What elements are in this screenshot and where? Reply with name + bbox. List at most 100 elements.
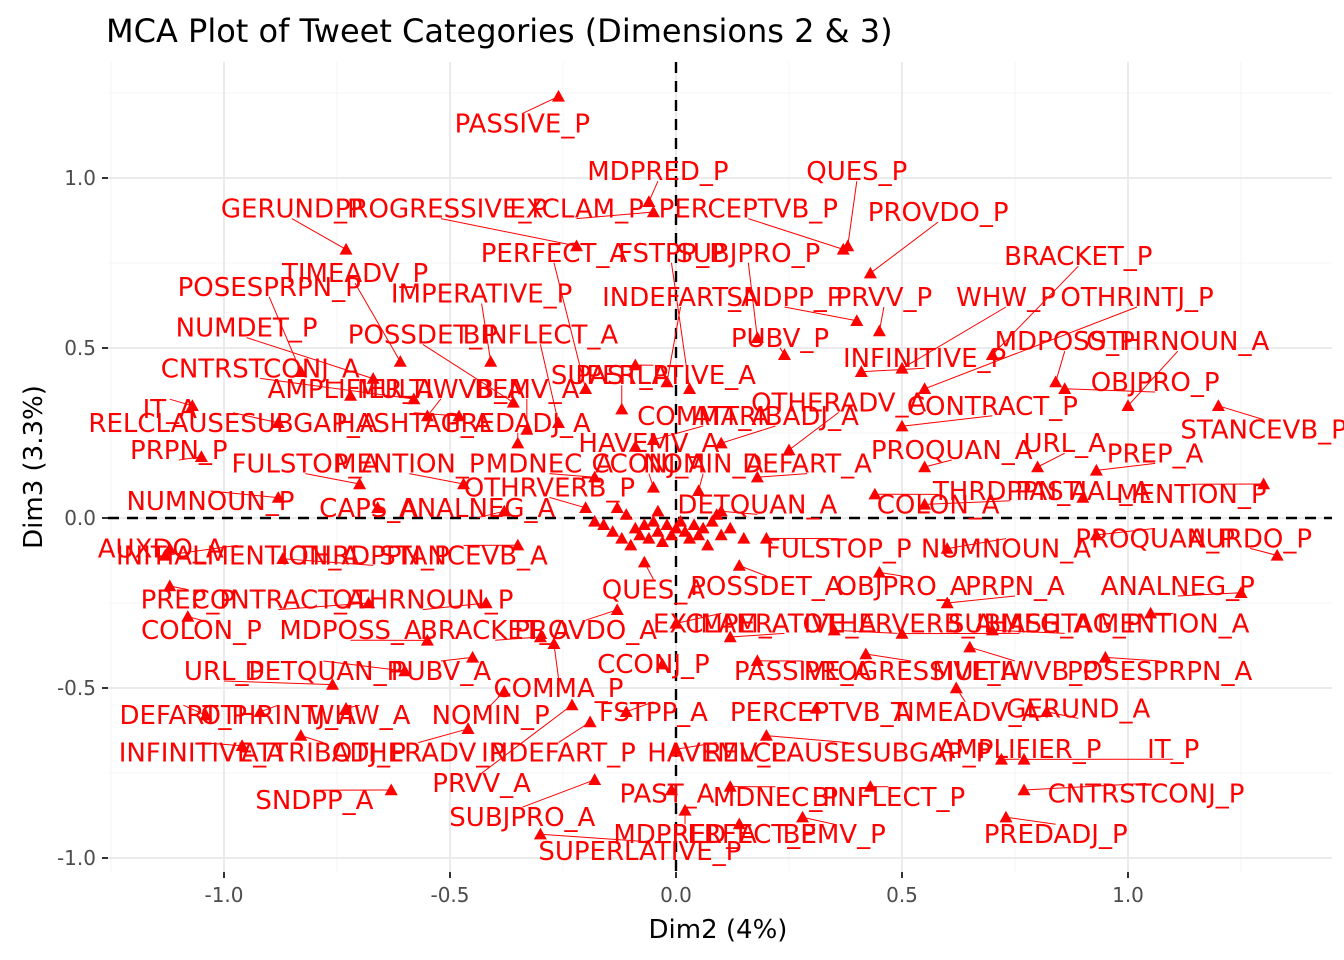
- data-point: [895, 419, 909, 432]
- point-label: PROGRESSIVE_P: [335, 195, 547, 225]
- label-connector: [784, 306, 857, 322]
- label-connector: [675, 612, 722, 624]
- point-label: IT_A: [143, 395, 198, 425]
- point-label: COMMA_A: [637, 402, 769, 432]
- data-point: [809, 701, 823, 714]
- x-tick-label: 1.0: [1112, 883, 1144, 907]
- label-connector: [626, 701, 654, 713]
- data-point: [253, 705, 267, 717]
- point-label: WHW_P: [956, 283, 1056, 313]
- point-label: THRDPPN_P: [296, 541, 450, 571]
- data-point: [646, 480, 660, 493]
- point-label: QUES_P: [806, 157, 907, 187]
- point-label: MENTION_P: [334, 450, 484, 480]
- label-connector: [323, 660, 405, 672]
- data-point: [294, 365, 308, 377]
- data-point: [692, 484, 706, 496]
- point-label: ANALNEG_P: [1101, 572, 1255, 602]
- label-connector: [670, 262, 691, 389]
- point-label: AUXDO_A: [98, 535, 224, 565]
- point-label: BRACKET_A: [420, 616, 571, 646]
- point-label: INITIALMENTION_A: [116, 541, 359, 571]
- label-connector: [522, 779, 595, 808]
- point-label: POSESPRPN_P: [178, 273, 361, 303]
- label-connector: [422, 602, 487, 611]
- data-point: [551, 89, 565, 102]
- point-label: TIMEADV_P: [281, 259, 428, 289]
- data-point: [642, 531, 656, 544]
- label-connector: [1024, 782, 1147, 791]
- data-point: [610, 501, 624, 513]
- point-label: DETQUAN_A: [677, 490, 837, 520]
- data-point: [533, 630, 547, 643]
- y-tick-label: 0.0: [64, 506, 96, 530]
- label-connector: [1105, 656, 1160, 662]
- data-point: [163, 542, 177, 554]
- data-point: [588, 470, 602, 483]
- data-point: [1089, 463, 1103, 476]
- point-label: PREDADJ_P: [984, 820, 1128, 850]
- point-label: URL_A: [1024, 429, 1107, 459]
- label-connector: [757, 473, 808, 478]
- data-point: [872, 565, 886, 578]
- point-label: INDEFART_P: [481, 739, 636, 769]
- label-connector: [1249, 547, 1278, 556]
- label-connector: [901, 415, 993, 427]
- label-connector: [576, 211, 654, 220]
- data-point: [588, 514, 602, 527]
- label-connector: [653, 425, 704, 441]
- label-connector: [354, 282, 401, 362]
- y-tick-label: 0.5: [64, 336, 96, 360]
- point-label: SNDPP_A: [255, 786, 373, 816]
- label-connector: [223, 680, 333, 686]
- data-point: [597, 518, 611, 530]
- point-label: PAST_P: [575, 361, 668, 391]
- data-point: [484, 355, 498, 367]
- point-label: ATTRIBADJ_A: [692, 402, 859, 432]
- data-point: [714, 504, 728, 517]
- label-connector: [305, 473, 360, 485]
- label-connector: [201, 742, 243, 747]
- point-label: PROQUAN_P: [1075, 524, 1235, 554]
- point-label: PERFECT_A: [481, 239, 628, 269]
- label-connector: [549, 496, 586, 509]
- point-label: PERFECT_P: [672, 820, 816, 850]
- data-point: [940, 596, 954, 609]
- point-label: WHW_A: [309, 701, 411, 731]
- point-label: ATTRIBADJ_P: [241, 739, 406, 769]
- point-label: PAST_A: [619, 779, 714, 809]
- label-connector: [721, 510, 758, 515]
- data-point: [547, 637, 561, 649]
- point-label: STANCEVB_A: [379, 541, 548, 571]
- data-point: [664, 528, 678, 541]
- point-label: MENTION_A: [1097, 609, 1250, 639]
- label-connector: [495, 636, 541, 641]
- label-connector: [549, 473, 595, 478]
- data-point: [497, 504, 511, 517]
- data-point: [628, 358, 642, 371]
- point-label: PROQUAN_A: [871, 436, 1033, 466]
- data-point: [628, 440, 642, 452]
- point-label: OTHERADV_A: [751, 388, 926, 418]
- label-connector: [522, 95, 559, 115]
- data-point: [235, 739, 249, 751]
- data-point: [696, 521, 710, 534]
- point-label: CCONJ_P: [597, 650, 710, 680]
- data-point: [642, 195, 656, 207]
- label-connector: [675, 742, 717, 750]
- x-axis-title: Dim2 (4%): [649, 915, 788, 945]
- point-label: INFINITIVE_P: [843, 344, 1006, 374]
- point-label: SUBJPRO_A: [449, 803, 595, 833]
- label-connector: [585, 609, 618, 621]
- data-point: [872, 324, 886, 337]
- point-label: CNTRSTCONJ_A: [161, 354, 360, 384]
- point-label: PREP_A: [1107, 439, 1204, 469]
- point-label: MULTIWVB_A: [357, 375, 525, 405]
- data-point: [692, 528, 706, 541]
- data-point: [655, 657, 669, 670]
- data-point: [461, 722, 475, 734]
- label-connector: [1064, 388, 1156, 393]
- point-label: SUPERLATIVE_A: [551, 361, 756, 391]
- point-label: CAPS_A: [319, 494, 418, 524]
- data-point: [520, 423, 534, 435]
